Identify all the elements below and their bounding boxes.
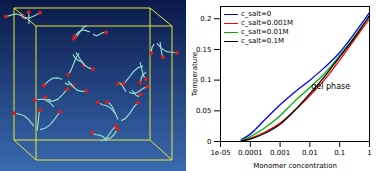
svg-text:0.2: 0.2	[200, 15, 211, 23]
svg-text:0.0001: 0.0001	[238, 149, 262, 157]
svg-text:0: 0	[207, 138, 211, 146]
svg-text:0.1: 0.1	[334, 149, 345, 157]
html-text:c_salt=0.1M: c_salt=0.1M	[241, 37, 284, 45]
svg-text:1: 1	[367, 149, 371, 157]
svg-text:Monomer concentration: Monomer concentration	[253, 162, 337, 170]
svg-text:0.1: 0.1	[200, 76, 211, 84]
html-text:c_salt=0: c_salt=0	[241, 10, 272, 18]
svg-text:0.05: 0.05	[196, 107, 212, 115]
svg-text:0.001: 0.001	[270, 149, 290, 157]
svg-text:Temperature: Temperature	[191, 52, 199, 97]
svg-text:gel phase: gel phase	[311, 82, 350, 91]
svg-text:0.15: 0.15	[195, 45, 212, 54]
html-text:c_salt=0.001M: c_salt=0.001M	[241, 19, 293, 27]
svg-text:0.01: 0.01	[302, 149, 318, 157]
svg-text:1e-05: 1e-05	[210, 149, 230, 157]
html-text:c_salt=0.01M: c_salt=0.01M	[241, 28, 289, 36]
